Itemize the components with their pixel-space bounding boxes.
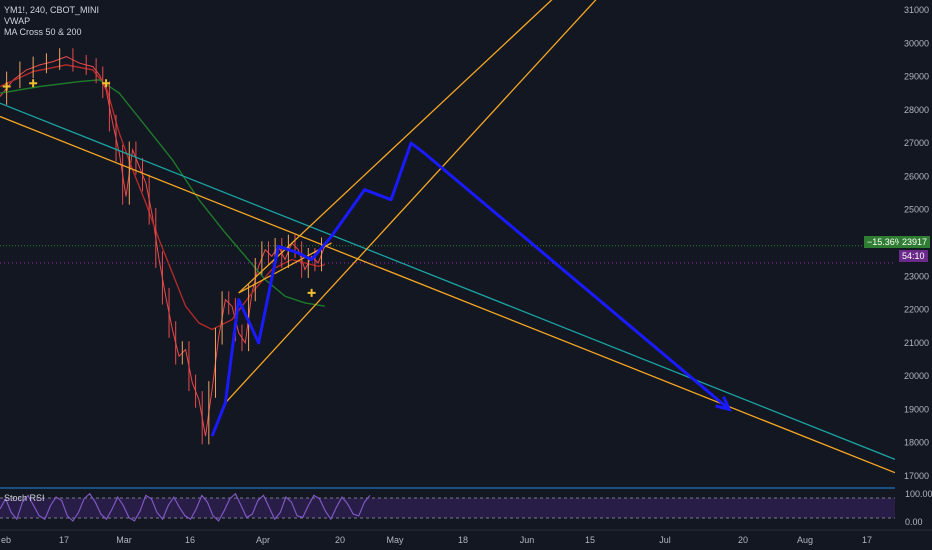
price-tick-label: 28000 — [904, 105, 929, 115]
time-tick-label: 17 — [862, 535, 872, 545]
price-tick-label: 23000 — [904, 271, 929, 281]
vwap-label[interactable]: VWAP — [4, 16, 31, 26]
stoch-rsi-pane[interactable] — [0, 487, 895, 522]
trendline-2[interactable] — [238, 0, 630, 294]
price-tick-label: 27000 — [904, 138, 929, 148]
price-tick-label: 18000 — [904, 438, 929, 448]
price-tick-label: 21000 — [904, 338, 929, 348]
projection-arrowhead — [715, 396, 732, 412]
price-tick-label: 31000 — [904, 5, 929, 15]
symbol-label[interactable]: YM1!, 240, CBOT_MINI — [4, 5, 100, 15]
price-tick-label: 26000 — [904, 171, 929, 181]
stoch-rsi-line[interactable] — [0, 492, 371, 522]
percent-change-tag: −15.36% — [864, 236, 906, 248]
series-line-1[interactable] — [0, 64, 326, 331]
trendline-4[interactable] — [238, 242, 332, 294]
price-axis[interactable]: 1700018000190002000021000220002300024000… — [895, 0, 932, 550]
time-tick-label: Apr — [256, 535, 270, 545]
time-tick-label: eb — [1, 535, 11, 545]
price-tick-label: 25000 — [904, 205, 929, 215]
vwap-marker-1 — [29, 79, 38, 88]
rsi-upper-label: 100.00 — [905, 489, 932, 499]
time-tick-label: May — [386, 535, 404, 545]
time-tick-label: 18 — [458, 535, 468, 545]
price-tick-label: 22000 — [904, 305, 929, 315]
trendline-0[interactable] — [0, 115, 896, 474]
price-axis-background — [895, 0, 932, 550]
chart-legend: YM1!, 240, CBOT_MINI VWAP MA Cross 50 & … — [4, 5, 99, 38]
time-tick-label: 20 — [335, 535, 345, 545]
trendline-layer[interactable] — [0, 0, 896, 474]
stoch-rsi-label[interactable]: Stoch RSI — [4, 493, 45, 503]
price-tick-label: 19000 — [904, 404, 929, 414]
projection-path[interactable] — [210, 141, 731, 437]
rsi-lower-label: 0.00 — [905, 517, 923, 527]
price-tick-label: 20000 — [904, 371, 929, 381]
last-price-tag: 23917 — [899, 236, 931, 248]
time-tick-label: Aug — [797, 535, 813, 545]
time-tick-label: Jul — [659, 535, 671, 545]
time-tick-label: 17 — [59, 535, 69, 545]
price-tick-label: 30000 — [904, 38, 929, 48]
ma-cross-label[interactable]: MA Cross 50 & 200 — [4, 27, 82, 37]
vwap-marker-3 — [307, 288, 316, 297]
countdown-tag: 54:10 — [899, 250, 928, 262]
time-tick-label: Jun — [520, 535, 535, 545]
time-axis[interactable]: eb 17 Mar 16 Apr 20 May 18 Jun 15 Jul 20 Aug 17 — [0, 529, 932, 545]
time-tick-label: 20 — [738, 535, 748, 545]
time-tick-label: 16 — [185, 535, 195, 545]
trendline-1[interactable] — [0, 102, 896, 460]
vwap-marker-2 — [102, 79, 111, 88]
price-tick-label: 29000 — [904, 72, 929, 82]
trendline-3[interactable] — [224, 0, 663, 404]
time-tick-label: 15 — [585, 535, 595, 545]
time-tick-label: Mar — [116, 535, 132, 545]
series-line-2[interactable] — [0, 79, 326, 307]
rsi-band — [0, 498, 895, 518]
vwap-marker-0 — [2, 82, 11, 91]
price-tick-label: 17000 — [904, 471, 929, 481]
